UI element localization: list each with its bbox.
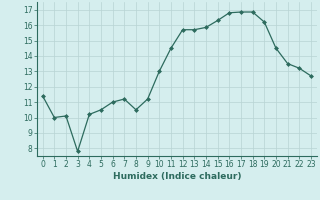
X-axis label: Humidex (Indice chaleur): Humidex (Indice chaleur) <box>113 172 241 181</box>
